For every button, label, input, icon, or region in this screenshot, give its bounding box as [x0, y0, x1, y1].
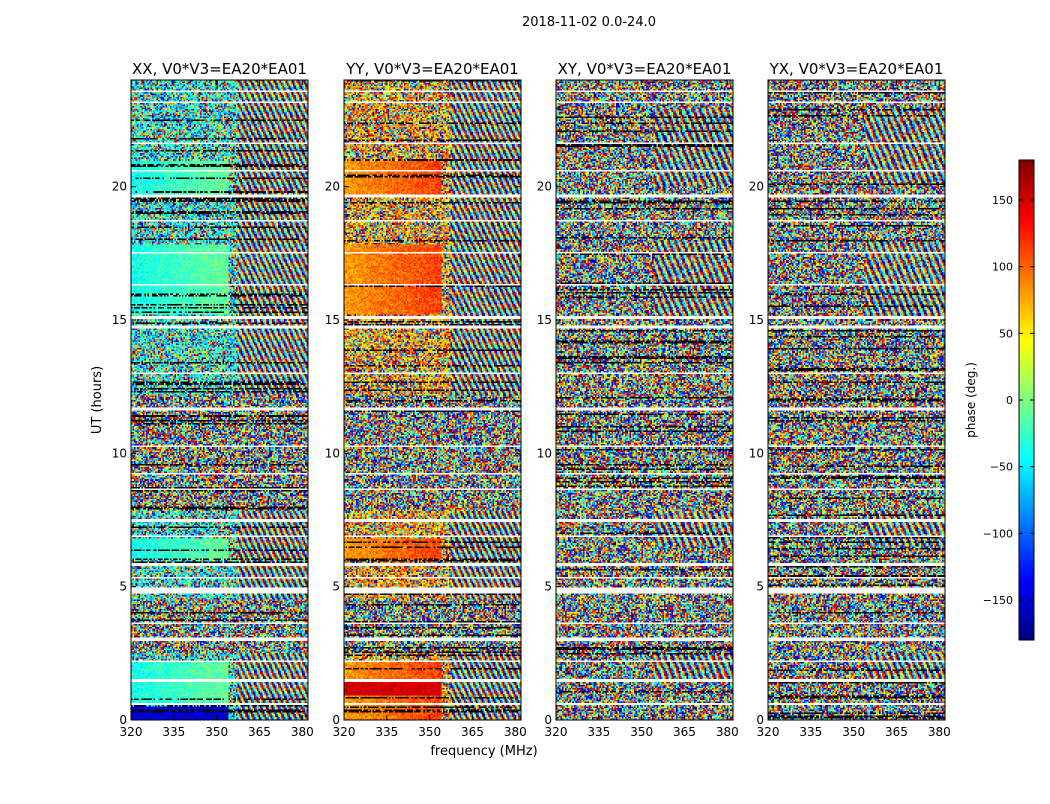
- figure-suptitle: 2018-11-02 0.0-24.0: [522, 15, 656, 30]
- y-tick-label: 15: [112, 313, 127, 327]
- x-tick-label: 320: [757, 725, 780, 739]
- y-tick-label: 5: [756, 580, 764, 594]
- panel-frame: [343, 79, 522, 721]
- x-tick-label: 365: [248, 725, 271, 739]
- y-tick-label: 10: [749, 446, 764, 460]
- x-tick-label: 350: [630, 725, 653, 739]
- phase-heatmap-yx: [768, 80, 945, 720]
- y-tick-label: 5: [119, 580, 127, 594]
- y-tick-label: 0: [544, 713, 552, 727]
- panel-yy: YY, V0*V3=EA20*EA01 320 335 350 365 380 0 5 10 15…: [325, 60, 527, 739]
- x-tick-label: 365: [885, 725, 908, 739]
- panel-xx: XX, V0*V3=EA20*EA01 320 335 350 365 380 0 5 10 15…: [112, 60, 314, 739]
- x-tick-label: 365: [673, 725, 696, 739]
- x-tick-label: 365: [461, 725, 484, 739]
- y-tick-label: 0: [756, 713, 764, 727]
- x-tick-label: 335: [587, 725, 610, 739]
- y-tick-label: 0: [332, 713, 340, 727]
- y-tick-label: 15: [537, 313, 552, 327]
- x-tick-label: 350: [418, 725, 441, 739]
- y-tick-label: 15: [749, 313, 764, 327]
- y-tick-label: 5: [332, 580, 340, 594]
- colorbar-tick-label: 100: [992, 261, 1013, 274]
- panel-title: YY, V0*V3=EA20*EA01: [345, 60, 519, 78]
- phase-heatmap-xy: [556, 80, 733, 720]
- x-tick-label: 320: [333, 725, 356, 739]
- x-tick-label: 335: [375, 725, 398, 739]
- x-tick-label: 380: [291, 725, 314, 739]
- y-tick-label: 20: [325, 180, 340, 194]
- panel-title: XX, V0*V3=EA20*EA01: [132, 60, 307, 78]
- panel-title: YX, V0*V3=EA20*EA01: [769, 60, 944, 78]
- x-tick-label: 380: [716, 725, 739, 739]
- y-tick-label: 20: [537, 180, 552, 194]
- x-tick-label: 335: [799, 725, 822, 739]
- colorbar-tick-label: 150: [992, 194, 1013, 207]
- y-tick-label: 5: [544, 580, 552, 594]
- panel-xy: XY, V0*V3=EA20*EA01 320 335 350 365 380 0 5 10 15…: [537, 60, 739, 739]
- y-tick-label: 10: [112, 446, 127, 460]
- y-tick-label: 20: [749, 180, 764, 194]
- phase-heatmap-yy: [344, 80, 521, 720]
- y-tick-label: 15: [325, 313, 340, 327]
- x-tick-label: 320: [545, 725, 568, 739]
- y-tick-label: 10: [325, 446, 340, 460]
- colorbar-tick-label: −150: [983, 594, 1013, 607]
- y-tick-label: 20: [112, 180, 127, 194]
- x-axis-label: frequency (MHz): [430, 744, 537, 759]
- colorbar: −150 −100 −50 0 50 100 150 phase (deg.): [964, 159, 1035, 641]
- colorbar-tick-label: −100: [983, 527, 1013, 540]
- panel-frame: [767, 79, 946, 721]
- y-axis-label: UT (hours): [90, 366, 105, 434]
- y-tick-label: 0: [119, 713, 127, 727]
- panels-layer: XX, V0*V3=EA20*EA01 320 335 350 365 380 0 5 10 15…: [112, 60, 951, 739]
- colorbar-tick-label: −50: [990, 461, 1013, 474]
- x-tick-label: 380: [928, 725, 951, 739]
- x-tick-label: 350: [205, 725, 228, 739]
- colorbar-label: phase (deg.): [964, 362, 978, 438]
- colorbar-tick-label: 50: [999, 327, 1013, 340]
- x-tick-label: 320: [120, 725, 143, 739]
- phase-heatmap-xx: [131, 80, 308, 720]
- x-tick-label: 380: [504, 725, 527, 739]
- colorbar-tick-label: 0: [1006, 394, 1013, 407]
- panel-yx: YX, V0*V3=EA20*EA01 320 335 350 365 380 0 5 10 15…: [749, 60, 951, 739]
- x-tick-label: 350: [842, 725, 865, 739]
- y-tick-label: 10: [537, 446, 552, 460]
- panel-frame: [130, 79, 309, 721]
- panel-title: XY, V0*V3=EA20*EA01: [558, 60, 732, 78]
- x-tick-label: 335: [162, 725, 185, 739]
- panel-frame: [555, 79, 734, 721]
